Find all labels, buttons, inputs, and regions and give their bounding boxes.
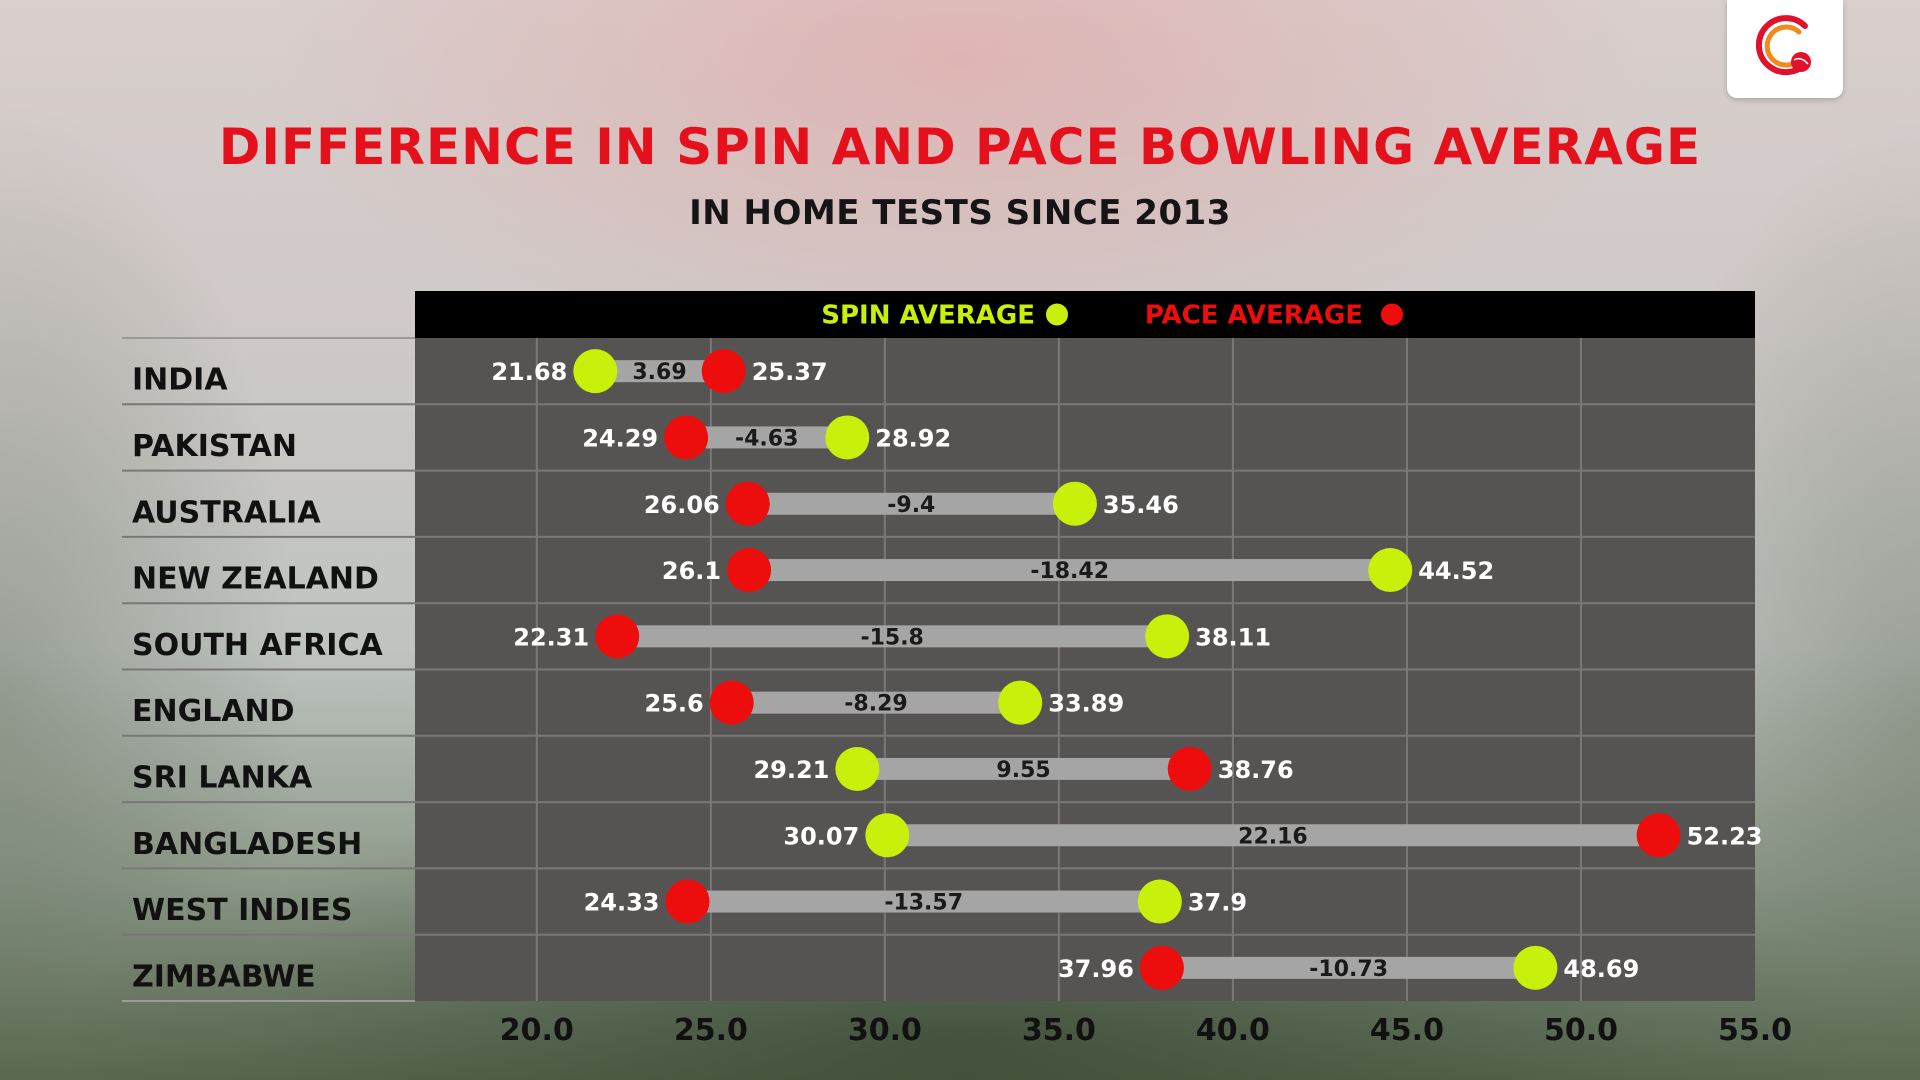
difference-label: -13.57 [884, 891, 963, 916]
pace-value-label: 22.31 [513, 623, 589, 651]
spin-marker [573, 349, 618, 394]
pace-marker [1167, 746, 1212, 791]
pace-value-label: 24.29 [582, 424, 658, 452]
spin-value-label: 30.07 [783, 822, 859, 850]
category-label: BANGLADESH [132, 827, 362, 862]
pace-value-label: 25.6 [645, 690, 704, 718]
spin-marker [1145, 614, 1190, 659]
category-label: WEST INDIES [132, 893, 353, 928]
difference-label: 22.16 [1238, 824, 1308, 849]
difference-label: -10.73 [1309, 957, 1388, 982]
difference-label: 9.55 [996, 758, 1050, 783]
pace-value-label: 37.96 [1058, 955, 1134, 983]
dumbbell-connector [595, 360, 724, 383]
pace-marker [1636, 813, 1681, 858]
pace-value-label: 24.33 [584, 889, 660, 917]
x-tick-label: 55.0 [1718, 1013, 1792, 1048]
category-label: SRI LANKA [132, 761, 313, 796]
difference-label: -8.29 [844, 692, 907, 717]
difference-label: -18.42 [1030, 559, 1109, 584]
spin-value-label: 35.46 [1103, 491, 1179, 519]
difference-label: -9.4 [887, 493, 935, 518]
category-label: INDIA [132, 363, 228, 398]
pace-value-label: 38.76 [1218, 756, 1294, 784]
spin-value-label: 21.68 [491, 358, 567, 386]
spin-marker [865, 813, 910, 858]
x-tick-label: 25.0 [674, 1013, 748, 1048]
legend-marker-pace [1381, 303, 1403, 326]
dumbbell-connector [617, 625, 1168, 648]
spin-marker [835, 746, 880, 791]
spin-marker [1368, 548, 1413, 593]
spin-marker [825, 415, 870, 460]
x-tick-label: 20.0 [500, 1013, 574, 1048]
pace-marker [664, 415, 709, 460]
spin-marker [1137, 879, 1182, 924]
x-tick-label: 35.0 [1022, 1013, 1096, 1048]
dumbbell-connector [1161, 956, 1536, 979]
pace-value-label: 26.1 [662, 557, 721, 585]
difference-label: 3.69 [632, 360, 686, 385]
legend-label-spin: SPIN AVERAGE [821, 301, 1035, 331]
spin-marker [1052, 481, 1097, 526]
difference-label: -4.63 [735, 426, 798, 451]
chart-subtitle: IN HOME TESTS SINCE 2013 [689, 193, 1231, 233]
x-tick-label: 45.0 [1370, 1013, 1444, 1048]
x-tick-label: 30.0 [848, 1013, 922, 1048]
spin-value-label: 44.52 [1418, 557, 1494, 585]
category-label: SOUTH AFRICA [132, 628, 383, 663]
spin-value-label: 33.89 [1048, 690, 1124, 718]
difference-label: -15.8 [860, 625, 923, 650]
dumbbell-connector [749, 559, 1391, 582]
legend-label-pace: PACE AVERAGE [1145, 301, 1363, 331]
cricket-ball-logo-icon [1755, 15, 1811, 76]
pace-marker [725, 481, 770, 526]
brand-logo [1727, 0, 1843, 98]
pace-value-label: 25.37 [752, 358, 828, 386]
spin-value-label: 37.9 [1188, 889, 1247, 917]
category-label: ENGLAND [132, 694, 295, 729]
spin-value-label: 48.69 [1563, 955, 1639, 983]
pace-marker [727, 548, 772, 593]
category-label: PAKISTAN [132, 429, 297, 464]
x-tick-label: 40.0 [1196, 1013, 1270, 1048]
dumbbell-connector [887, 824, 1659, 847]
pace-marker [709, 680, 754, 725]
pace-marker [595, 614, 640, 659]
dumbbell-connector [731, 691, 1021, 714]
spin-marker [1513, 945, 1558, 990]
spin-value-label: 38.11 [1195, 623, 1271, 651]
legend-bar [415, 291, 1755, 338]
spin-value-label: 28.92 [875, 424, 951, 452]
category-label: NEW ZEALAND [132, 562, 379, 597]
pace-marker [665, 879, 710, 924]
pace-marker [1139, 945, 1184, 990]
x-tick-label: 50.0 [1544, 1013, 1618, 1048]
chart-title: DIFFERENCE IN SPIN AND PACE BOWLING AVER… [218, 118, 1702, 176]
dumbbell-connector [857, 757, 1190, 780]
legend-marker-spin [1046, 303, 1068, 326]
spin-value-label: 29.21 [753, 756, 829, 784]
pace-marker [701, 349, 746, 394]
dumbbell-connector [747, 492, 1075, 515]
dumbbell-connector [687, 890, 1160, 913]
pace-value-label: 52.23 [1687, 822, 1763, 850]
spin-marker [998, 680, 1043, 725]
category-label: ZIMBABWE [132, 959, 316, 994]
category-label: AUSTRALIA [132, 495, 321, 530]
pace-value-label: 26.06 [644, 491, 720, 519]
dumbbell-connector [686, 426, 848, 449]
